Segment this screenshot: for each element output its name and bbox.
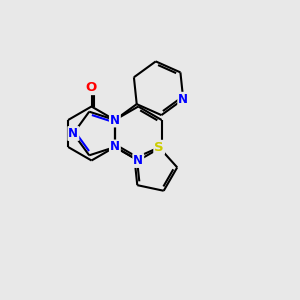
Text: S: S xyxy=(154,141,164,154)
Text: N: N xyxy=(110,140,120,154)
Text: N: N xyxy=(133,154,143,167)
Text: N: N xyxy=(110,113,120,127)
Text: N: N xyxy=(68,127,78,140)
Text: N: N xyxy=(178,93,188,106)
Text: O: O xyxy=(86,81,97,94)
